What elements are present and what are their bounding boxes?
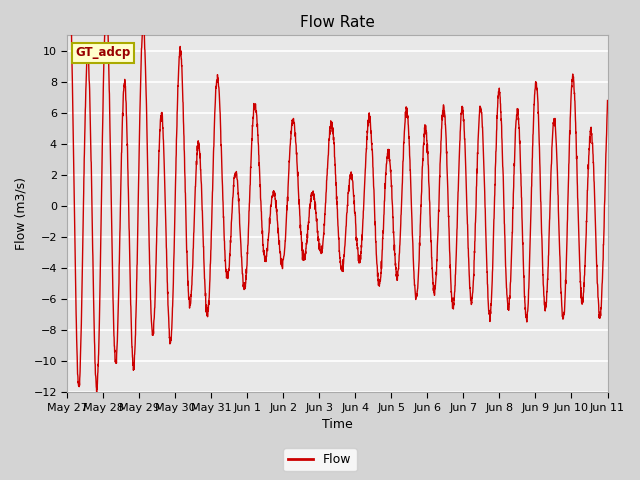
Text: GT_adcp: GT_adcp: [76, 46, 131, 59]
X-axis label: Time: Time: [322, 419, 353, 432]
Y-axis label: Flow (m3/s): Flow (m3/s): [15, 178, 28, 251]
Legend: Flow: Flow: [284, 448, 356, 471]
Title: Flow Rate: Flow Rate: [300, 15, 375, 30]
